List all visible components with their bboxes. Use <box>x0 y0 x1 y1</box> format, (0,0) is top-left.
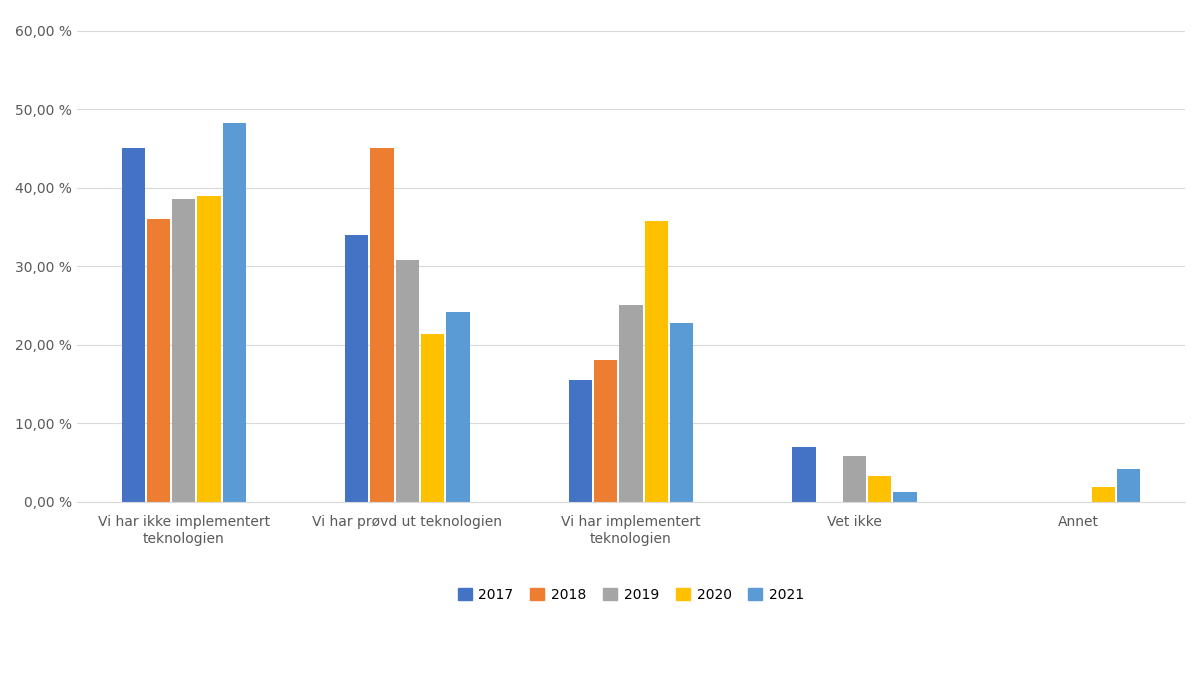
Bar <box>371 149 394 502</box>
Bar <box>446 312 469 502</box>
Bar <box>1117 469 1140 502</box>
Bar <box>569 380 592 502</box>
Bar <box>223 124 246 502</box>
Bar <box>146 219 170 502</box>
Bar <box>619 306 642 502</box>
Bar <box>594 361 617 502</box>
Legend: 2017, 2018, 2019, 2020, 2021: 2017, 2018, 2019, 2020, 2021 <box>457 588 804 602</box>
Bar <box>894 492 917 502</box>
Bar <box>396 260 419 502</box>
Bar <box>644 221 668 502</box>
Bar <box>346 235 368 502</box>
Bar <box>792 447 816 502</box>
Bar <box>421 333 444 502</box>
Bar <box>121 149 145 502</box>
Bar <box>1092 488 1115 502</box>
Bar <box>842 456 866 502</box>
Bar <box>198 196 221 502</box>
Bar <box>172 200 196 502</box>
Bar <box>868 477 892 502</box>
Bar <box>670 323 694 502</box>
